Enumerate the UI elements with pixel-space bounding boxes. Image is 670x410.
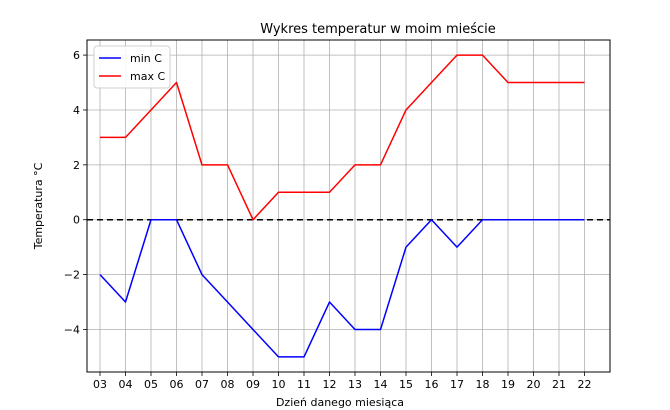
x-tick-label: 16 (425, 378, 439, 391)
x-tick-label: 12 (323, 378, 337, 391)
x-tick-label: 13 (348, 378, 362, 391)
x-tick-label: 06 (170, 378, 184, 391)
x-tick-label: 11 (297, 378, 311, 391)
x-tick-label: 21 (552, 378, 566, 391)
y-ticks: −4 −2 0 2 4 6 (64, 49, 87, 336)
x-tick-label: 17 (450, 378, 464, 391)
x-tick-label: 07 (195, 378, 209, 391)
y-tick-label: 4 (73, 104, 80, 117)
y-tick-label: −2 (64, 269, 80, 282)
plot-frame (86, 39, 611, 373)
legend-box (93, 45, 171, 89)
x-tick-label: 14 (374, 378, 388, 391)
series-line-min (99, 218, 585, 358)
y-tick-label: 0 (73, 214, 80, 227)
x-tick-label: 19 (501, 378, 515, 391)
y-tick-label: 2 (73, 159, 80, 172)
x-tick-label: 04 (119, 378, 133, 391)
x-tick-label: 05 (144, 378, 158, 391)
x-tick-label: 08 (221, 378, 235, 391)
x-tick-label: 03 (93, 378, 107, 391)
y-tick-label: 6 (73, 49, 80, 62)
x-tick-label: 20 (527, 378, 541, 391)
x-tick-label: 15 (399, 378, 413, 391)
x-tick-label: 22 (578, 378, 592, 391)
x-tick-label: 10 (272, 378, 286, 391)
x-tick-label: 18 (476, 378, 490, 391)
x-axis-label: Dzień danego miesiąca (276, 396, 404, 409)
series-line-max (100, 54, 585, 221)
y-axis-label: Temperatura °C (32, 162, 45, 250)
legend-label: max C (130, 70, 165, 83)
chart-title: Wykres temperatur w moim mieście (260, 22, 496, 37)
x-tick-label: 09 (246, 378, 260, 391)
y-tick-label: −4 (64, 323, 80, 336)
x-ticks: 03 04 05 06 07 08 09 10 11 12 13 14 15 16 17 18 19 20 21 22 (93, 372, 592, 391)
legend-label: min C (130, 52, 162, 65)
legend: min C max C (93, 45, 171, 89)
series-group (99, 54, 585, 358)
